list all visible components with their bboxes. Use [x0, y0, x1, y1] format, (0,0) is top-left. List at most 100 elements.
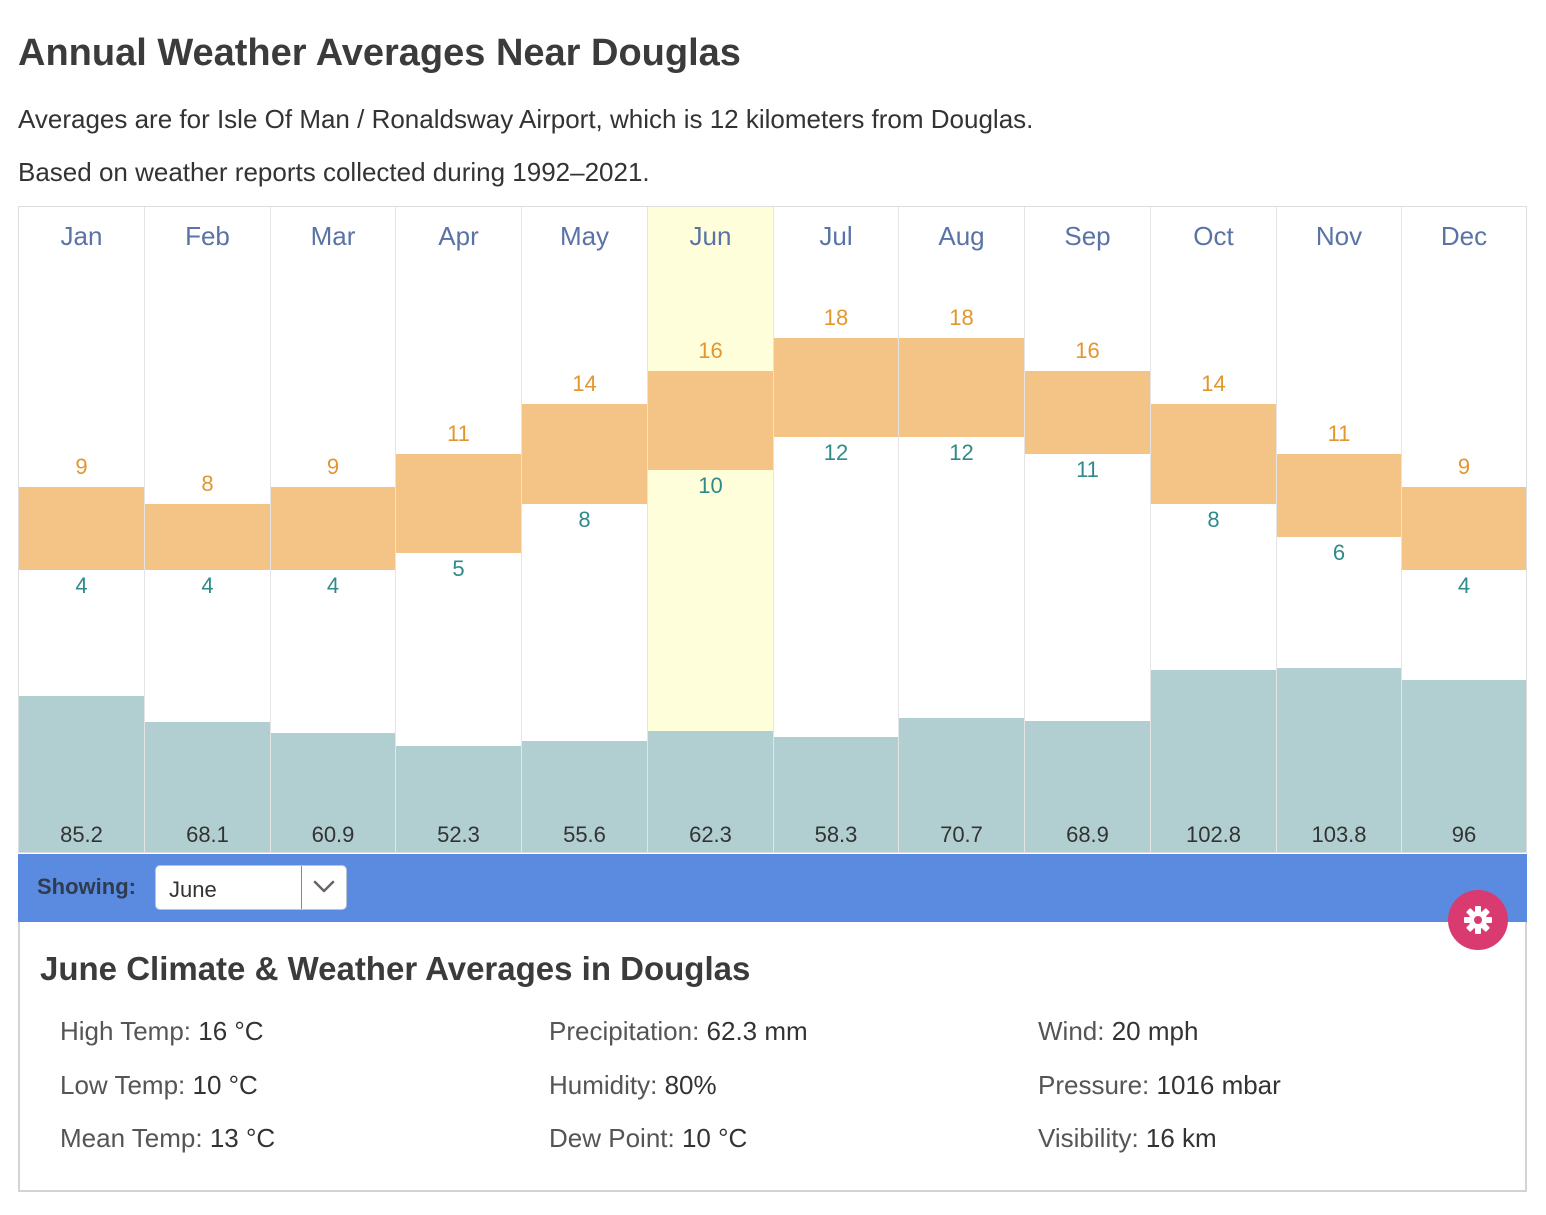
stat-label: Mean Temp: — [60, 1123, 210, 1153]
select-divider — [301, 866, 302, 909]
low-temp-label: 4 — [326, 573, 340, 598]
temp-range-bar — [1151, 404, 1276, 504]
station-description: Averages are for Isle Of Man / Ronaldswa… — [18, 104, 1034, 134]
stat-value: 16 km — [1145, 1123, 1217, 1153]
high-temp-label: 9 — [326, 454, 340, 479]
month-label[interactable]: Feb — [185, 221, 230, 251]
gear-icon — [1464, 906, 1492, 934]
stat-value: 80% — [664, 1070, 717, 1100]
month-label[interactable]: Dec — [1440, 221, 1488, 251]
low-temp-label: 8 — [578, 506, 591, 532]
low-temp-label: 4 — [1457, 573, 1471, 598]
precipitation-bar — [271, 732, 395, 852]
stat-value: 1016 mbar — [1156, 1070, 1281, 1100]
precipitation-value: 70.7 — [940, 822, 983, 847]
low-temp-label: 5 — [452, 556, 465, 582]
precipitation-value: 52.3 — [437, 822, 480, 847]
stat-label: Humidity: — [549, 1070, 665, 1100]
month-detail-panel: June Climate & Weather Averages in Dougl… — [18, 922, 1527, 1192]
low-temp-label: 4 — [75, 573, 88, 598]
high-temp-label: 18 — [823, 304, 849, 330]
stat-wind: Wind: 20 mph — [1038, 1016, 1198, 1047]
temp-range-bar — [1402, 487, 1526, 570]
stat-value: 13 °C — [209, 1123, 276, 1153]
precipitation-bar — [1277, 668, 1401, 852]
settings-button[interactable] — [1448, 890, 1508, 950]
high-temp-label: 9 — [75, 454, 88, 479]
month-column-mar[interactable]: Mar 9 4 60.9 — [271, 207, 396, 852]
showing-label: Showing: — [37, 874, 136, 899]
month-select-value: June — [169, 877, 217, 902]
month-column-jul[interactable]: Jul 18 12 58.3 — [774, 207, 899, 852]
showing-bar: Showing: June — [18, 854, 1527, 922]
precipitation-bar — [1402, 680, 1526, 852]
stat-high-temp: High Temp: 16 °C — [60, 1016, 264, 1047]
month-column-dec[interactable]: Dec 9 4 96 — [1402, 207, 1526, 852]
month-column-apr[interactable]: Apr 11 5 52.3 — [396, 207, 522, 852]
month-label[interactable]: Mar — [310, 221, 356, 251]
precipitation-bar — [648, 730, 773, 852]
chevron-down-icon — [313, 880, 335, 893]
temp-range-bar — [1277, 453, 1401, 537]
low-temp-label: 12 — [823, 440, 849, 466]
high-temp-label: 16 — [698, 337, 723, 363]
month-label[interactable]: Apr — [438, 221, 479, 251]
precipitation-bar — [396, 745, 521, 852]
detail-title: June Climate & Weather Averages in Dougl… — [40, 950, 751, 987]
month-label[interactable]: Nov — [1315, 221, 1363, 251]
month-label[interactable]: May — [559, 221, 610, 251]
stat-dew-point: Dew Point: 10 °C — [549, 1123, 747, 1154]
temp-range-bar — [774, 337, 898, 438]
month-label[interactable]: Jul — [819, 221, 853, 251]
high-temp-label: 9 — [1457, 454, 1471, 479]
precipitation-value: 68.1 — [186, 822, 229, 847]
precipitation-bar — [899, 717, 1024, 852]
month-label[interactable]: Oct — [1193, 221, 1234, 251]
high-temp-label: 11 — [447, 420, 470, 446]
stat-label: Pressure: — [1038, 1070, 1157, 1100]
month-column-feb[interactable]: Feb 8 4 68.1 — [145, 207, 271, 852]
month-label[interactable]: Aug — [938, 221, 985, 251]
month-column-aug[interactable]: Aug 18 12 70.7 — [899, 207, 1025, 852]
month-column-jun[interactable]: Jun 16 10 62.3 — [648, 207, 774, 852]
precipitation-value: 62.3 — [689, 822, 732, 847]
stat-pressure: Pressure: 1016 mbar — [1038, 1070, 1281, 1101]
precipitation-value: 55.6 — [563, 822, 606, 847]
month-column-may[interactable]: May 14 8 55.6 — [522, 207, 648, 852]
stat-visibility: Visibility: 16 km — [1038, 1123, 1217, 1154]
precipitation-bar — [19, 696, 144, 852]
temp-range-bar — [1025, 370, 1150, 454]
month-column-jan[interactable]: Jan 9 4 85.2 — [19, 207, 145, 852]
precipitation-value: 58.3 — [814, 822, 858, 847]
high-temp-label: 16 — [1075, 337, 1100, 363]
month-column-sep[interactable]: Sep 16 11 68.9 — [1025, 207, 1151, 852]
month-label[interactable]: Jan — [60, 221, 103, 251]
temp-range-bar — [145, 503, 270, 570]
month-label[interactable]: Jun — [689, 221, 732, 251]
high-temp-label: 14 — [1201, 371, 1226, 396]
page-title: Annual Weather Averages Near Douglas — [18, 32, 741, 74]
month-column-nov[interactable]: Nov 11 6 103.8 — [1277, 207, 1402, 852]
low-temp-label: 11 — [1076, 456, 1099, 482]
precipitation-value: 102.8 — [1185, 822, 1242, 847]
low-temp-label: 6 — [1332, 539, 1346, 565]
low-temp-label: 4 — [201, 573, 214, 598]
precipitation-bar — [145, 721, 270, 852]
low-temp-label: 8 — [1207, 506, 1220, 532]
precipitation-value: 60.9 — [311, 822, 355, 847]
month-column-oct[interactable]: Oct 14 8 102.8 — [1151, 207, 1277, 852]
stat-label: Low Temp: — [60, 1070, 193, 1100]
stat-low-temp: Low Temp: 10 °C — [60, 1070, 258, 1101]
monthly-climate-chart: Jan 9 4 85.2 Feb 8 4 68.1 Mar 9 4 60.9 Apr 11 5 52.3 May… — [18, 206, 1527, 853]
temp-range-bar — [396, 453, 521, 554]
stat-label: Visibility: — [1038, 1123, 1146, 1153]
stat-precipitation: Precipitation: 62.3 mm — [549, 1016, 808, 1047]
stat-label: High Temp: — [60, 1016, 199, 1046]
temp-range-bar — [648, 370, 773, 471]
month-select[interactable]: June — [155, 865, 347, 910]
month-label[interactable]: Sep — [1064, 221, 1111, 251]
stat-value: 62.3 mm — [706, 1016, 808, 1046]
data-period: Based on weather reports collected durin… — [18, 157, 650, 187]
precipitation-bar — [522, 740, 647, 852]
precipitation-value: 96 — [1451, 822, 1477, 847]
